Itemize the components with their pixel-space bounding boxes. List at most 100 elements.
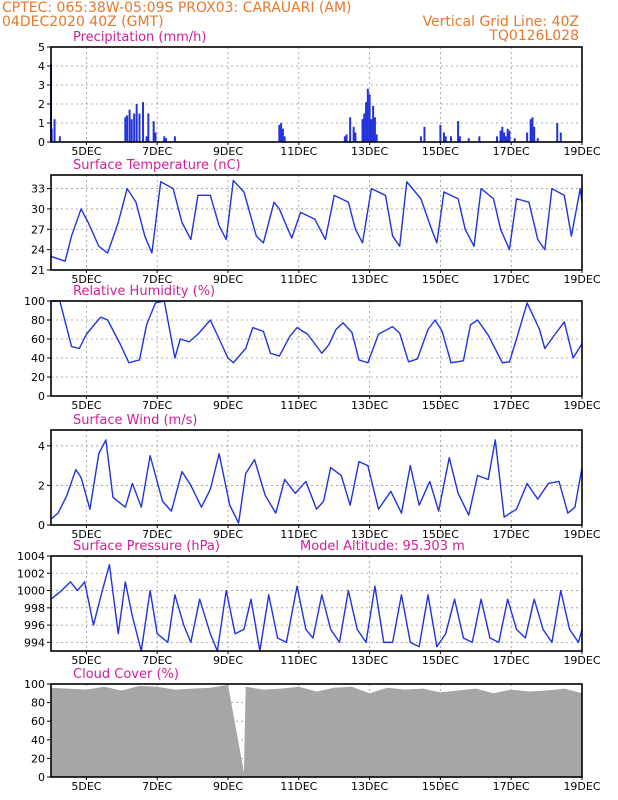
- x-date-label: 5DEC: [71, 780, 101, 793]
- x-date-label: 15DEC: [422, 145, 459, 158]
- wind-series-line: [50, 439, 583, 524]
- precip-bar: [370, 119, 373, 142]
- precip-bar: [363, 113, 366, 142]
- x-date-label: 11DEC: [280, 528, 317, 541]
- header-model: TQ0126L028: [488, 28, 579, 44]
- x-date-label: 7DEC: [142, 654, 172, 667]
- precip-bar: [458, 136, 461, 142]
- y-tick-label: 0: [38, 771, 45, 784]
- x-date-label: 15DEC: [422, 654, 459, 667]
- precip-bar: [53, 119, 56, 142]
- precip-bar: [506, 128, 509, 142]
- cloud-cover-area: [51, 684, 582, 777]
- precip-bar: [154, 132, 157, 142]
- x-date-label: 7DEC: [142, 528, 172, 541]
- temperature-panel: Surface Temperature (nC) 21 24 27 30 33 5DEC 7D…: [31, 158, 601, 286]
- precip-bar: [145, 136, 148, 142]
- x-date-label: 13DEC: [351, 399, 388, 412]
- precip-bar: [58, 136, 61, 142]
- pressure-series-line: [50, 563, 583, 652]
- precipitation-panel: Precipitation (mm/h) 0 1 2 3 4 5 5DEC 7DEC 9DEC 11…: [38, 30, 601, 158]
- y-tick-label: 60: [31, 333, 45, 346]
- precip-bar: [423, 126, 426, 142]
- x-date-label: 19DEC: [563, 273, 600, 286]
- precip-bar: [533, 126, 536, 142]
- precip-bar: [142, 102, 145, 142]
- precip-bar: [503, 132, 506, 142]
- y-tick-label: 60: [31, 715, 45, 728]
- x-date-label: 9DEC: [213, 273, 243, 286]
- wind-frame: [50, 429, 583, 526]
- x-date-label: 15DEC: [422, 528, 459, 541]
- precip-bar: [152, 121, 155, 142]
- x-date-label: 9DEC: [213, 654, 243, 667]
- x-date-label: 13DEC: [351, 273, 388, 286]
- precip-bar: [444, 136, 447, 142]
- x-date-label: 19DEC: [563, 145, 600, 158]
- humidity-panel: Relative Humidity (%) 0 20 40 60 80 100 5DEC 7DE…: [24, 284, 601, 412]
- precip-bar: [283, 136, 286, 142]
- y-tick-label: 1002: [17, 567, 45, 580]
- x-date-label: 17DEC: [493, 273, 530, 286]
- x-date-label: 13DEC: [351, 780, 388, 793]
- y-tick-label: 100: [24, 295, 45, 308]
- y-tick-label: 24: [31, 244, 45, 257]
- cloud-frame: [50, 683, 583, 778]
- cloud-panel: Cloud Cover (%) 0 20 40 60 80 100 5DEC 7DEC 9DEC 1…: [24, 667, 601, 793]
- y-tick-label: 1: [38, 117, 45, 130]
- x-date-label: 13DEC: [351, 145, 388, 158]
- header-grid-line: Vertical Grid Line: 40Z: [423, 14, 579, 30]
- wind-panel: Surface Wind (m/s) 0 2 4 5DEC 7DEC 9DEC 11DEC 13…: [38, 413, 601, 541]
- precip-bar: [508, 130, 511, 142]
- y-tick-label: 1000: [17, 585, 45, 598]
- x-date-label: 13DEC: [351, 654, 388, 667]
- pressure-title: Surface Pressure (hPa): [73, 539, 220, 554]
- precip-bar: [372, 105, 375, 142]
- precip-bar: [467, 138, 470, 142]
- x-date-label: 11DEC: [280, 273, 317, 286]
- y-tick-label: 2: [38, 479, 45, 492]
- x-date-label: 11DEC: [280, 145, 317, 158]
- precipitation-frame: [50, 46, 583, 143]
- x-date-label: 7DEC: [142, 399, 172, 412]
- x-date-label: 11DEC: [280, 780, 317, 793]
- precip-bar: [457, 121, 460, 142]
- y-tick-label: 30: [31, 203, 45, 216]
- precip-bar: [352, 126, 355, 142]
- y-tick-label: 40: [31, 734, 45, 747]
- precip-bar: [419, 136, 422, 142]
- x-date-label: 11DEC: [280, 399, 317, 412]
- x-date-label: 7DEC: [142, 780, 172, 793]
- x-date-label: 19DEC: [563, 780, 600, 793]
- x-date-label: 7DEC: [142, 273, 172, 286]
- x-date-label: 5DEC: [71, 399, 101, 412]
- precip-bar: [450, 136, 453, 142]
- x-date-label: 9DEC: [213, 399, 243, 412]
- x-date-label: 17DEC: [493, 528, 530, 541]
- x-date-label: 5DEC: [71, 145, 101, 158]
- y-tick-label: 100: [24, 678, 45, 691]
- y-tick-label: 33: [31, 183, 45, 196]
- pressure-subtitle: Model Altitude: 95.303 m: [300, 539, 465, 554]
- precip-bar: [375, 134, 378, 142]
- y-tick-label: 1004: [17, 550, 45, 563]
- x-date-label: 17DEC: [493, 780, 530, 793]
- precip-bar: [354, 132, 357, 142]
- x-date-label: 19DEC: [563, 399, 600, 412]
- precip-bar: [478, 136, 481, 142]
- y-tick-label: 998: [24, 602, 45, 615]
- precip-bar: [147, 113, 150, 142]
- y-tick-label: 5: [38, 41, 45, 54]
- precip-bar: [133, 113, 136, 142]
- x-date-label: 11DEC: [280, 654, 317, 667]
- x-date-label: 9DEC: [213, 145, 243, 158]
- y-tick-label: 994: [24, 636, 45, 649]
- y-tick-label: 4: [38, 60, 45, 73]
- precip-bar: [559, 132, 562, 142]
- precip-bar: [365, 102, 368, 142]
- y-tick-label: 21: [31, 264, 45, 277]
- precip-bar: [124, 117, 127, 142]
- precip-bar: [278, 124, 281, 142]
- y-tick-label: 27: [31, 223, 45, 236]
